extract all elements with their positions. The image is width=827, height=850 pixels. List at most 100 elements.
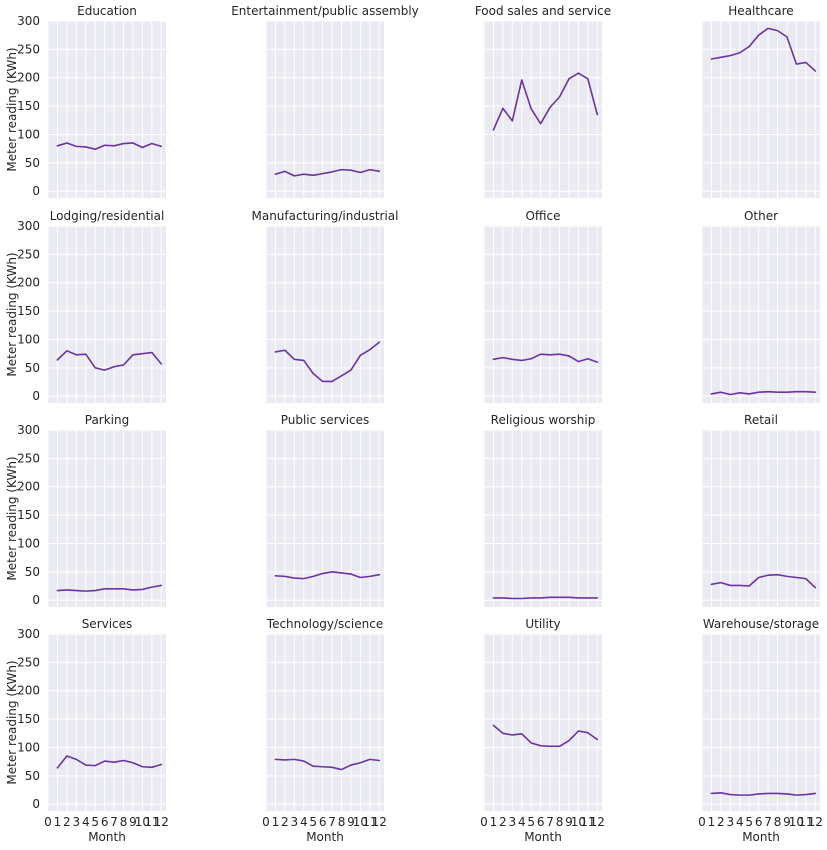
y-tick-label: 0 xyxy=(32,593,40,607)
x-tick-label: 0 xyxy=(262,815,270,829)
y-tick-label: 150 xyxy=(17,712,40,726)
panel-background xyxy=(266,430,384,607)
panel-11: Retail xyxy=(701,413,820,607)
series-line xyxy=(492,596,599,600)
panel-0: Education 0 50 100 150 200 250 300 xyxy=(17,4,166,198)
x-tick-label: 2 xyxy=(717,815,725,829)
panel-title: Retail xyxy=(744,413,778,427)
panel-9: Public services xyxy=(265,413,384,607)
y-tick-label: 200 xyxy=(17,684,40,698)
series-line xyxy=(492,353,599,363)
x-tick-label: 0 xyxy=(44,815,52,829)
x-tick-label: 5 xyxy=(91,815,99,829)
x-tick-label: 5 xyxy=(745,815,753,829)
y-tick-label: 200 xyxy=(17,276,40,290)
series-line xyxy=(492,724,599,748)
y-tick-label: 0 xyxy=(32,389,40,403)
x-tick-label: 3 xyxy=(726,815,734,829)
panel-background xyxy=(484,634,602,811)
y-tick-label: 100 xyxy=(17,740,40,754)
y-axis-label: Meter reading (KWh) xyxy=(5,252,19,376)
panel-1: Entertainment/public assembly xyxy=(231,4,419,198)
y-tick-label: 250 xyxy=(17,655,40,669)
y-tick-label: 0 xyxy=(32,184,40,198)
panel-title: Warehouse/storage xyxy=(703,617,819,631)
x-tick-label: 10 xyxy=(353,815,368,829)
y-tick-label: 100 xyxy=(17,127,40,141)
panel-title: Services xyxy=(82,617,133,631)
x-tick-label: 6 xyxy=(537,815,545,829)
y-tick-label: 250 xyxy=(17,247,40,261)
y-tick-label: 200 xyxy=(17,71,40,85)
panel-title: Food sales and service xyxy=(475,4,611,18)
panel-background xyxy=(484,430,602,607)
x-tick-label: 1 xyxy=(54,815,62,829)
y-tick-label: 200 xyxy=(17,480,40,494)
y-axis-label: Meter reading (KWh) xyxy=(5,47,19,171)
panel-background xyxy=(48,634,166,811)
x-tick-label: 4 xyxy=(300,815,308,829)
panel-background xyxy=(266,634,384,811)
x-tick-label: 1 xyxy=(490,815,498,829)
series-line xyxy=(56,350,163,371)
x-tick-label: 2 xyxy=(281,815,289,829)
x-axis-label: Month xyxy=(742,830,780,844)
series-line xyxy=(274,168,381,177)
series-line xyxy=(492,72,599,131)
panel-title: Education xyxy=(77,4,137,18)
panel-background xyxy=(702,430,820,607)
panel-background xyxy=(702,634,820,811)
x-tick-label: 11 xyxy=(362,815,377,829)
y-axis-label: Meter reading (KWh) xyxy=(5,456,19,580)
x-tick-label: 8 xyxy=(120,815,128,829)
panel-title: Religious worship xyxy=(491,413,596,427)
x-tick-label: 10 xyxy=(571,815,586,829)
series-line xyxy=(274,758,381,771)
y-tick-label: 50 xyxy=(25,565,40,579)
x-tick-label: 9 xyxy=(783,815,791,829)
x-tick-label: 3 xyxy=(72,815,80,829)
panel-title: Public services xyxy=(281,413,370,427)
x-tick-label: 2 xyxy=(63,815,71,829)
panel-10: Religious worship xyxy=(483,413,602,607)
x-axis-label: Month xyxy=(306,830,344,844)
panel-2: Food sales and service xyxy=(475,4,611,198)
series-line xyxy=(56,142,163,151)
series-line xyxy=(710,573,817,589)
panel-background xyxy=(702,21,820,198)
panel-5: Manufacturing/industrial xyxy=(251,209,399,403)
x-axis-label: Month xyxy=(88,830,126,844)
x-tick-label: 6 xyxy=(319,815,327,829)
x-tick-label: 1 xyxy=(708,815,716,829)
y-tick-label: 300 xyxy=(17,423,40,437)
x-tick-label: 10 xyxy=(135,815,150,829)
y-tick-label: 250 xyxy=(17,451,40,465)
series-line xyxy=(56,584,163,592)
panel-background xyxy=(266,21,384,198)
x-tick-label: 3 xyxy=(290,815,298,829)
x-tick-label: 9 xyxy=(565,815,573,829)
x-tick-label: 5 xyxy=(309,815,317,829)
x-tick-label: 0 xyxy=(480,815,488,829)
x-tick-label: 8 xyxy=(774,815,782,829)
x-tick-label: 11 xyxy=(580,815,595,829)
y-tick-label: 250 xyxy=(17,42,40,56)
panel-title: Parking xyxy=(85,413,130,427)
y-tick-label: 50 xyxy=(25,769,40,783)
panel-title: Manufacturing/industrial xyxy=(251,209,398,223)
x-tick-label: 11 xyxy=(798,815,813,829)
panel-6: Office xyxy=(483,209,602,403)
y-axis-label: Meter reading (KWh) xyxy=(5,660,19,784)
x-tick-label: 3 xyxy=(508,815,516,829)
panel-background xyxy=(702,226,820,403)
series-line xyxy=(274,571,381,580)
panel-background xyxy=(266,226,384,403)
y-tick-label: 150 xyxy=(17,99,40,113)
panel-background xyxy=(48,21,166,198)
x-tick-label: 4 xyxy=(736,815,744,829)
y-tick-label: 0 xyxy=(32,797,40,811)
